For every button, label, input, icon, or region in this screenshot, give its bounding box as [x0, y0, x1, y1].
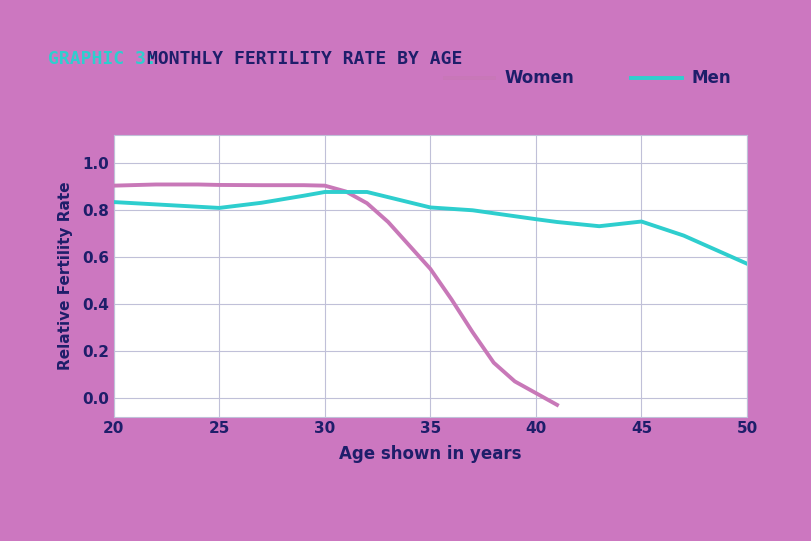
X-axis label: Age shown in years: Age shown in years	[339, 445, 521, 463]
Text: GRAPHIC 3:: GRAPHIC 3:	[48, 50, 157, 68]
Text: MONTHLY FERTILITY RATE BY AGE: MONTHLY FERTILITY RATE BY AGE	[146, 50, 461, 68]
Text: Men: Men	[691, 69, 731, 88]
Text: Women: Women	[504, 69, 573, 88]
Y-axis label: Relative Fertility Rate: Relative Fertility Rate	[58, 182, 73, 370]
